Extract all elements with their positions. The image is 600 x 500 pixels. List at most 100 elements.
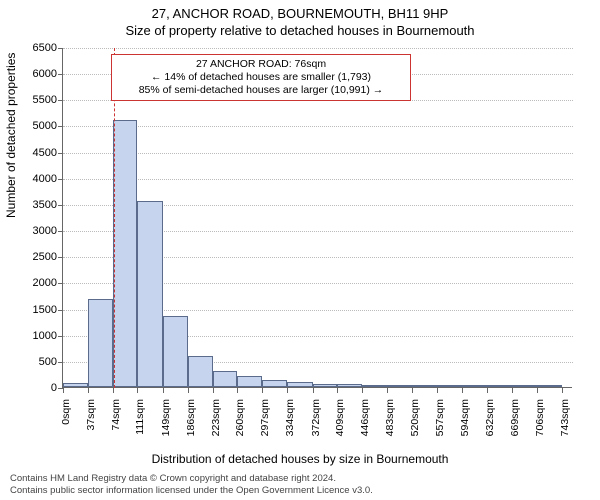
xtick-mark [313,388,314,393]
xtick-mark [163,388,164,393]
annotation-line2: ← 14% of detached houses are smaller (1,… [118,71,404,84]
xtick-label: 297sqm [259,399,271,436]
xtick-mark [287,388,288,393]
xtick-mark [63,388,64,393]
xtick-label: 74sqm [110,399,122,431]
ytick-label: 500 [17,356,57,368]
xtick-label: 37sqm [85,399,97,431]
footer-line1: Contains HM Land Registry data © Crown c… [10,473,373,484]
histogram-bar [237,376,262,388]
xtick-label: 706sqm [534,399,546,436]
xtick-mark [337,388,338,393]
histogram-bar [63,383,88,387]
xtick-mark [113,388,114,393]
xtick-label: 149sqm [160,399,172,436]
ytick-label: 6000 [17,68,57,80]
annotation-line3: 85% of semi-detached houses are larger (… [118,84,404,97]
xtick-mark [437,388,438,393]
xtick-mark [387,388,388,393]
xtick-mark [487,388,488,393]
histogram-bar [437,385,462,387]
histogram-bar [137,201,163,387]
ytick-mark [58,310,63,311]
xtick-mark [512,388,513,393]
xtick-label: 743sqm [559,399,571,436]
xtick-label: 520sqm [409,399,421,436]
xtick-mark [88,388,89,393]
histogram-bar [537,385,562,387]
footer-line2: Contains public sector information licen… [10,485,373,496]
chart-area: 27 ANCHOR ROAD: 76sqm← 14% of detached h… [62,48,572,418]
xtick-label: 260sqm [234,399,246,436]
ytick-label: 0 [17,382,57,394]
xtick-mark [188,388,189,393]
xtick-mark [262,388,263,393]
chart-title: 27, ANCHOR ROAD, BOURNEMOUTH, BH11 9HP [0,0,600,23]
xtick-label: 372sqm [310,399,322,436]
ytick-label: 4000 [17,173,57,185]
histogram-bar [163,316,188,387]
xtick-label: 594sqm [459,399,471,436]
ytick-mark [58,179,63,180]
ytick-mark [58,283,63,284]
histogram-bar [88,299,113,387]
histogram-bar [313,384,338,387]
x-axis-label: Distribution of detached houses by size … [0,452,600,466]
xtick-label: 0sqm [60,399,72,425]
xtick-label: 557sqm [434,399,446,436]
histogram-bar [362,385,387,387]
ytick-mark [58,362,63,363]
ytick-mark [58,231,63,232]
ytick-label: 4500 [17,147,57,159]
histogram-bar [113,120,138,387]
xtick-label: 186sqm [185,399,197,436]
annotation-box: 27 ANCHOR ROAD: 76sqm← 14% of detached h… [111,54,411,101]
histogram-bar [262,380,287,387]
plot-region: 27 ANCHOR ROAD: 76sqm← 14% of detached h… [62,48,572,388]
gridline [63,179,573,180]
ytick-label: 1500 [17,304,57,316]
ytick-mark [58,205,63,206]
ytick-mark [58,153,63,154]
xtick-label: 632sqm [484,399,496,436]
xtick-label: 111sqm [134,399,146,435]
histogram-bar [287,382,313,387]
xtick-mark [462,388,463,393]
ytick-label: 3000 [17,225,57,237]
y-axis-label: Number of detached properties [4,53,18,218]
histogram-bar [387,385,412,387]
xtick-label: 669sqm [509,399,521,436]
xtick-label: 446sqm [359,399,371,436]
ytick-label: 5000 [17,120,57,132]
histogram-bar [337,384,362,387]
xtick-mark [537,388,538,393]
ytick-label: 1000 [17,330,57,342]
ytick-mark [58,257,63,258]
xtick-mark [237,388,238,393]
ytick-label: 6500 [17,42,57,54]
xtick-mark [362,388,363,393]
ytick-label: 5500 [17,94,57,106]
ytick-label: 3500 [17,199,57,211]
xtick-mark [137,388,138,393]
gridline [63,126,573,127]
histogram-bar [487,385,512,387]
chart-subtitle: Size of property relative to detached ho… [0,23,600,38]
annotation-line1: 27 ANCHOR ROAD: 76sqm [118,58,404,71]
gridline [63,153,573,154]
ytick-mark [58,74,63,75]
histogram-bar [213,371,238,387]
gridline [63,48,573,49]
ytick-label: 2000 [17,277,57,289]
xtick-mark [562,388,563,393]
xtick-label: 334sqm [284,399,296,436]
xtick-mark [412,388,413,393]
histogram-bar [462,385,488,387]
histogram-bar [188,356,213,387]
chart-container: 27, ANCHOR ROAD, BOURNEMOUTH, BH11 9HP S… [0,0,600,500]
footer-attribution: Contains HM Land Registry data © Crown c… [10,473,373,496]
ytick-mark [58,126,63,127]
histogram-bar [512,385,537,387]
xtick-label: 223sqm [210,399,222,436]
xtick-mark [213,388,214,393]
